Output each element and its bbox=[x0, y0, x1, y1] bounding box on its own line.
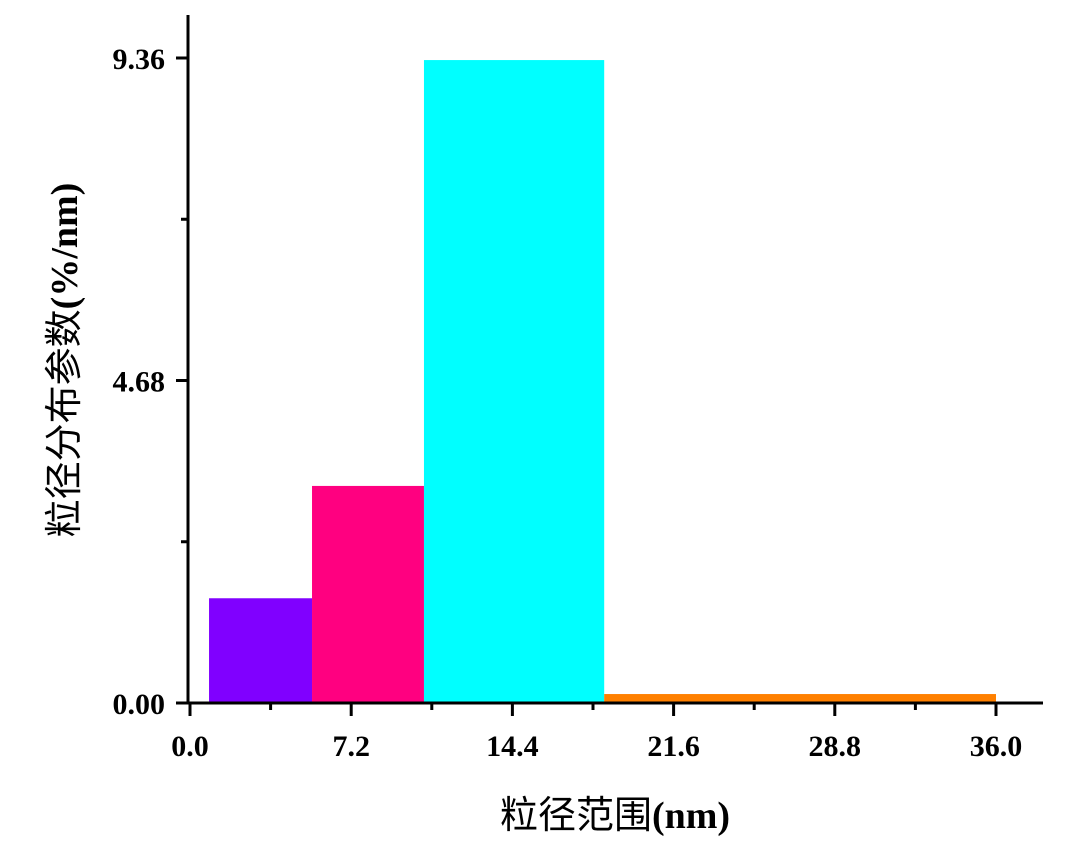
y-tick-label: 0.00 bbox=[113, 688, 166, 721]
axes-group bbox=[178, 15, 1043, 705]
x-tick-label: 28.8 bbox=[809, 730, 862, 763]
x-ticks-group: 0.0 7.2 14.4 21.6 28.8 36.0 bbox=[171, 703, 1022, 763]
x-tick-label: 7.2 bbox=[332, 730, 370, 763]
bar-3 bbox=[604, 694, 996, 703]
x-tick-label: 0.0 bbox=[171, 730, 209, 763]
bar-2 bbox=[423, 60, 605, 703]
bar-1 bbox=[312, 485, 424, 703]
x-axis-title: 粒径范围(nm) bbox=[500, 793, 730, 837]
bars-group bbox=[209, 60, 996, 703]
bar-0 bbox=[209, 598, 313, 703]
y-ticks-group: 0.00 4.68 9.36 bbox=[113, 43, 188, 721]
x-tick-label: 21.6 bbox=[647, 730, 700, 763]
x-tick-label: 14.4 bbox=[486, 730, 539, 763]
y-axis-title: 粒径分布参数(%/nm) bbox=[42, 183, 86, 538]
y-tick-label: 9.36 bbox=[113, 43, 166, 76]
x-tick-label: 36.0 bbox=[970, 730, 1023, 763]
y-tick-label: 4.68 bbox=[113, 366, 166, 399]
